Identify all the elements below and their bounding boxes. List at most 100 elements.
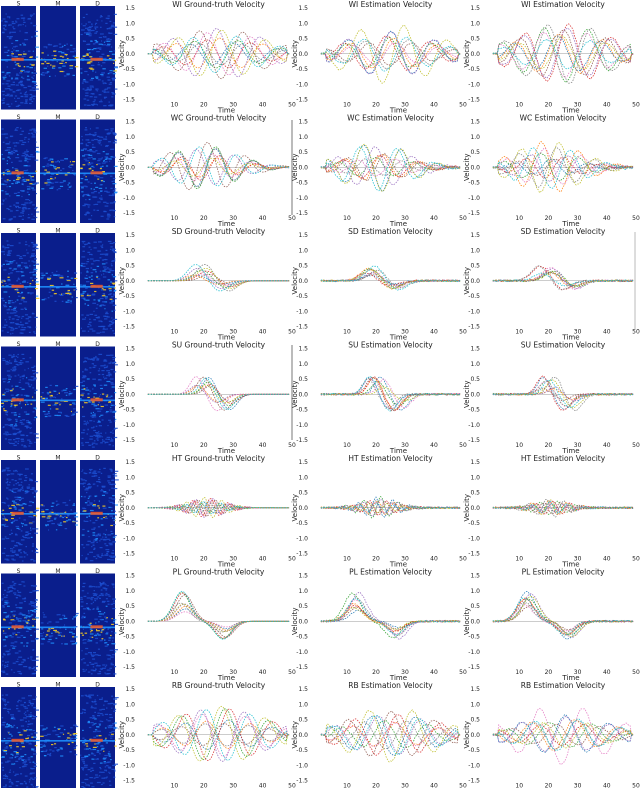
spectrogram-speckle bbox=[20, 102, 24, 104]
spectrogram-speckle bbox=[41, 509, 44, 511]
spectrogram-speckle bbox=[35, 709, 39, 711]
spectrogram-speckle bbox=[2, 756, 5, 758]
x-tick-label: 20 bbox=[372, 783, 380, 788]
spectrogram-speckle bbox=[26, 185, 31, 188]
series-line bbox=[320, 24, 461, 84]
spectrogram-speckle bbox=[31, 784, 33, 786]
spectrogram-speckle bbox=[87, 74, 89, 76]
plot-title: SU Estimation Velocity bbox=[348, 341, 433, 350]
spectrogram-speckle bbox=[81, 29, 85, 31]
spectrogram-speckle bbox=[5, 636, 8, 638]
spectrogram-speckle bbox=[74, 516, 79, 518]
spectrogram-speckle bbox=[113, 728, 116, 730]
spectrogram-speckle bbox=[31, 558, 34, 561]
spectrogram-speckle bbox=[49, 284, 54, 287]
spectrogram-speckle bbox=[113, 287, 116, 289]
spectrogram-speckle bbox=[10, 405, 12, 408]
y-tick-label: -1.5 bbox=[468, 437, 480, 444]
spectrogram-speckle bbox=[105, 700, 108, 702]
spectrogram-speckle bbox=[16, 504, 20, 506]
spectrogram-speckle bbox=[14, 441, 18, 443]
spectrogram-speckle bbox=[95, 434, 100, 437]
spectrogram-speckle bbox=[84, 317, 87, 319]
spectrogram-speckle bbox=[28, 214, 30, 216]
spectrogram-speckle bbox=[112, 520, 115, 522]
spectrogram-speckle bbox=[17, 176, 20, 178]
spectrogram-speckle bbox=[114, 623, 119, 625]
spectrogram-speckle bbox=[87, 27, 92, 29]
spectrogram-speckle bbox=[27, 610, 30, 612]
spectrogram-speckle bbox=[101, 75, 104, 77]
spectrogram-speckle bbox=[40, 401, 45, 403]
spectrogram-m: M bbox=[40, 341, 79, 450]
spectrogram-speckle bbox=[11, 42, 14, 44]
spectrogram-speckle bbox=[98, 94, 102, 96]
spectrogram-speckle bbox=[2, 509, 5, 511]
spectrogram-speckle bbox=[28, 383, 30, 385]
spectrogram-speckle bbox=[96, 596, 100, 598]
spectrogram-speckle bbox=[8, 506, 10, 508]
spectrogram-speckle bbox=[80, 293, 83, 295]
spectrogram-speckle bbox=[20, 271, 24, 273]
spectrogram-speckle bbox=[110, 559, 115, 561]
spectrogram-speckle bbox=[80, 625, 83, 627]
spectrogram-speckle bbox=[53, 404, 57, 406]
spectrogram-speckle bbox=[47, 182, 52, 184]
spectrogram-speckle bbox=[12, 260, 16, 262]
spectrogram-speckle bbox=[91, 192, 95, 194]
spectrogram-speckle bbox=[17, 264, 21, 266]
spectrogram-speckle bbox=[30, 488, 34, 490]
spectrogram-speckle bbox=[6, 478, 9, 480]
spectrogram-speckle bbox=[94, 385, 96, 387]
spectrogram-speckle bbox=[10, 362, 13, 364]
spectrogram-speckle bbox=[75, 615, 77, 618]
spectrogram-speckle bbox=[91, 416, 94, 418]
spectrogram-speckle bbox=[93, 556, 96, 558]
spectrogram-speckle bbox=[47, 278, 51, 280]
spectrogram-speckle bbox=[93, 357, 97, 359]
spectrogram-peak bbox=[90, 57, 103, 61]
spectrogram-speckle bbox=[24, 782, 27, 784]
spectrogram-speckle bbox=[46, 727, 48, 729]
spectrogram-speckle bbox=[23, 552, 27, 554]
spectrogram-speckle bbox=[103, 201, 107, 203]
spectrogram-speckle bbox=[50, 295, 53, 297]
spectrogram-speckle bbox=[50, 178, 54, 180]
spectrogram-speckle bbox=[80, 149, 84, 151]
y-tick-label: 0.5 bbox=[125, 149, 135, 156]
spectrogram-speckle bbox=[4, 603, 8, 605]
spectrogram-speckle bbox=[74, 50, 77, 52]
spectrogram-speckle bbox=[111, 92, 114, 94]
spectrogram-speckle bbox=[19, 473, 23, 475]
spectrogram-speckle bbox=[54, 631, 56, 633]
spectrogram-speckle bbox=[84, 489, 89, 491]
spectrogram-speckle bbox=[100, 783, 103, 786]
spectrogram-speckle bbox=[96, 438, 99, 440]
spectrogram-speckle bbox=[103, 491, 106, 494]
spectrogram-speckle bbox=[1, 83, 5, 85]
spectrogram-speckle bbox=[28, 385, 31, 387]
spectrogram-speckle bbox=[95, 150, 98, 152]
spectrogram-speckle bbox=[109, 325, 111, 327]
spectrogram-label: M bbox=[55, 228, 60, 235]
y-tick-label: -1.0 bbox=[123, 422, 135, 429]
spectrogram-speckle bbox=[22, 765, 27, 767]
spectrogram-speckle bbox=[12, 369, 17, 371]
spectrogram-speckle bbox=[16, 195, 20, 197]
spectrogram-speckle bbox=[23, 585, 26, 587]
spectrogram-speckle bbox=[28, 505, 32, 507]
spectrogram-speckle bbox=[81, 615, 84, 617]
spectrogram-speckle bbox=[7, 653, 11, 655]
y-tick-label: 1.5 bbox=[298, 573, 308, 580]
series-line bbox=[320, 375, 461, 412]
spectrogram-center-line bbox=[40, 513, 76, 515]
spectrogram-speckle bbox=[83, 98, 87, 100]
spectrogram-speckle bbox=[95, 668, 97, 671]
spectrogram-speckle bbox=[98, 241, 101, 243]
spectrogram-speckle bbox=[104, 642, 108, 644]
spectrogram-speckle bbox=[7, 156, 10, 158]
spectrogram-speckle bbox=[87, 553, 89, 555]
spectrogram-speckle bbox=[81, 191, 84, 193]
x-tick-label: 40 bbox=[259, 556, 267, 563]
spectrogram-speckle bbox=[114, 745, 117, 747]
